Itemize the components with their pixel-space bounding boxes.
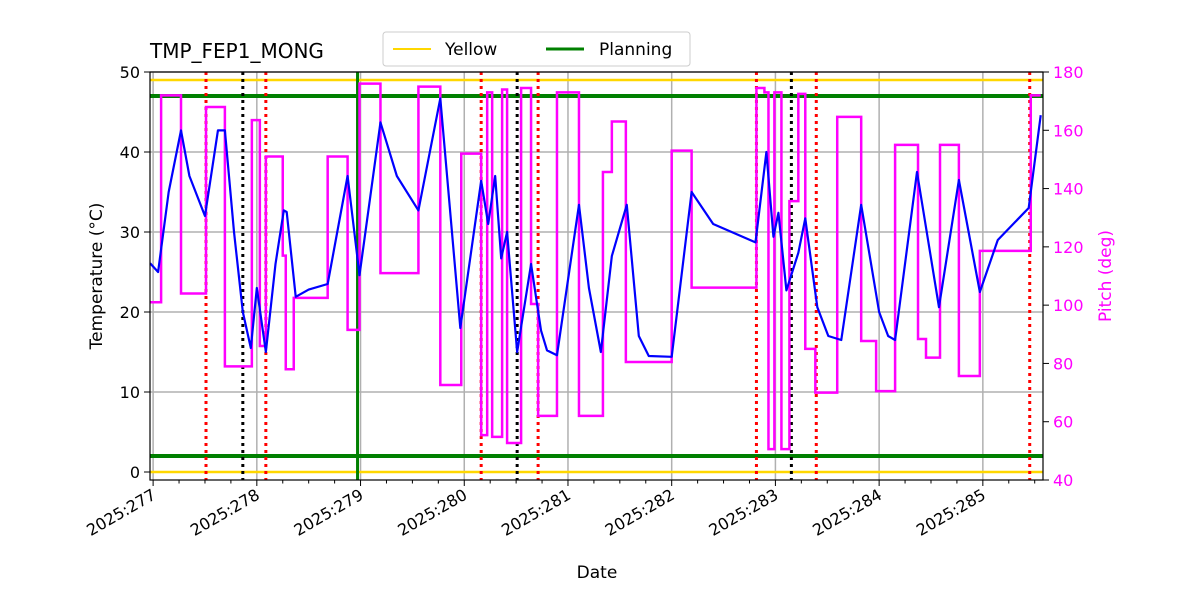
x-tick-label: 2025:281 [498,485,574,540]
y-tick-label: 30 [120,223,140,242]
series [149,82,1042,451]
legend-label-yellow: Yellow [444,40,497,60]
y-tick-label: 0 [130,463,140,482]
y2-tick-label: 140 [1053,180,1084,199]
y-axis-label: Temperature (°C) [87,203,107,351]
y2-tick-label: 160 [1053,121,1084,140]
x-tick-label: 2025:279 [291,485,367,540]
y2-tick-label: 120 [1053,238,1084,257]
y2-tick-label: 60 [1053,413,1073,432]
plot-frame [149,71,1044,481]
y-tick-label: 50 [120,63,140,82]
x-tick-label: 2025:282 [602,485,678,540]
legend-frame [382,31,691,67]
y2-axis-label: Pitch (deg) [1096,230,1116,322]
y2-tick-label: 80 [1053,354,1073,373]
y2-tick-label: 180 [1053,63,1084,82]
temperature-line [149,97,1042,358]
x-tick-label: 2025:283 [706,485,782,540]
pitch-line [150,82,1041,451]
legend-label-planning: Planning [599,40,672,60]
x-axis-label: Date [577,563,618,583]
legend: Yellow Planning [382,31,691,67]
axes: 2025:277 2025:278 2025:279 2025:280 2025:281… [83,63,1083,540]
y-tick-label: 40 [120,143,140,162]
x-tick-label: 2025:277 [83,485,159,540]
y2-tick-label: 40 [1053,471,1073,490]
x-tick-label: 2025:284 [809,485,885,540]
grid [150,71,1043,480]
y2-tick-label: 100 [1053,296,1084,315]
x-tick-label: 2025:285 [913,485,989,540]
chart-title: TMP_FEP1_MONG [149,39,324,63]
x-tick-label: 2025:280 [394,485,470,540]
limit-lines [150,78,1043,474]
x-tick-label: 2025:278 [187,485,263,540]
y-tick-label: 20 [120,303,140,322]
y-tick-label: 10 [120,383,140,402]
